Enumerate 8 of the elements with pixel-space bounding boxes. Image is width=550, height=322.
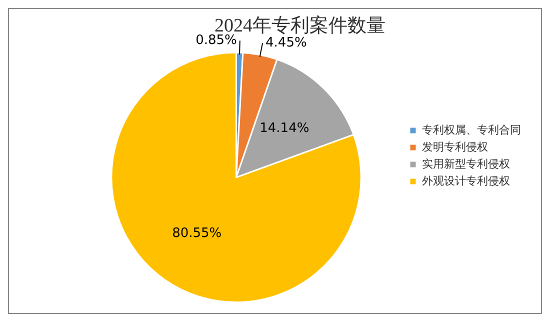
legend-label: 专利权属、专利合同 <box>422 124 521 137</box>
data-label: 14.14% <box>260 120 310 136</box>
legend-label: 外观设计专利侵权 <box>422 174 510 188</box>
legend-label: 实用新型专利侵权 <box>422 158 510 171</box>
data-label: 80.55% <box>172 226 222 242</box>
data-label: 4.45% <box>266 35 307 50</box>
data-label: 0.85% <box>196 32 237 48</box>
legend-label: 发明专利侵权 <box>422 140 488 154</box>
